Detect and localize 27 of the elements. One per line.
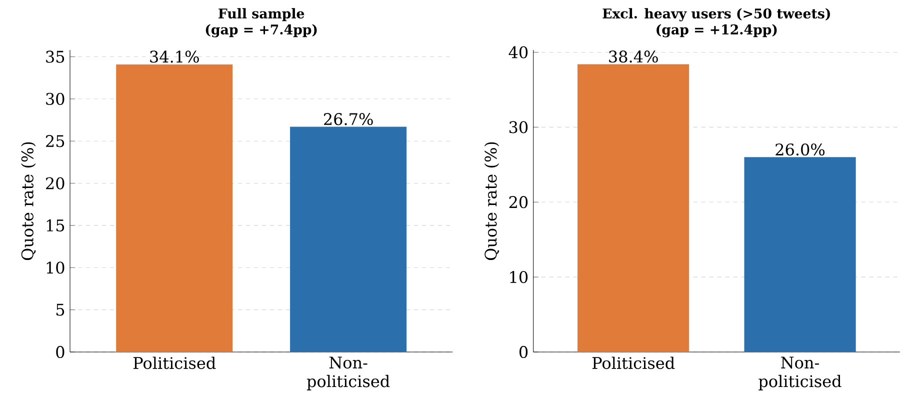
y-tick-label: 10 [510,270,528,284]
y-axis-title: Quote rate (%) [484,142,500,260]
x-tick-label: Non-politicised [758,356,842,390]
y-tick-label: 30 [509,121,528,134]
y-tick-label: 25 [46,135,64,148]
y-tick-label: 20 [509,196,528,208]
y-tick-label: 10 [46,262,64,274]
x-tick-label: Politicised [592,356,675,370]
y-tick-label: 40 [508,46,528,58]
y-tick-label: 35 [46,50,64,63]
y-tick-label: 20 [46,177,64,190]
y-tick-label: 15 [46,219,64,232]
chart-title: Excl. heavy users (>50 tweets) [602,8,830,22]
data-label: 26.7% [324,113,373,126]
data-label: 26.0% [776,143,825,156]
y-tick-label: 5 [56,304,64,316]
data-label: 34.1% [150,50,199,63]
y-axis-title: Quote rate (%) [21,142,36,260]
chart-subtitle: (gap = +7.4pp) [206,24,317,38]
x-tick-label: Politicised [133,356,216,370]
y-tick-label: 0 [56,346,64,358]
y-tick-label: 0 [519,346,528,358]
chart-title: Full sample [218,8,304,22]
x-tick-label: Non-politicised [306,356,390,390]
data-label: 38.4% [609,50,658,63]
y-tick-label: 30 [46,92,64,105]
chart-subtitle: (gap = +12.4pp) [656,24,777,38]
